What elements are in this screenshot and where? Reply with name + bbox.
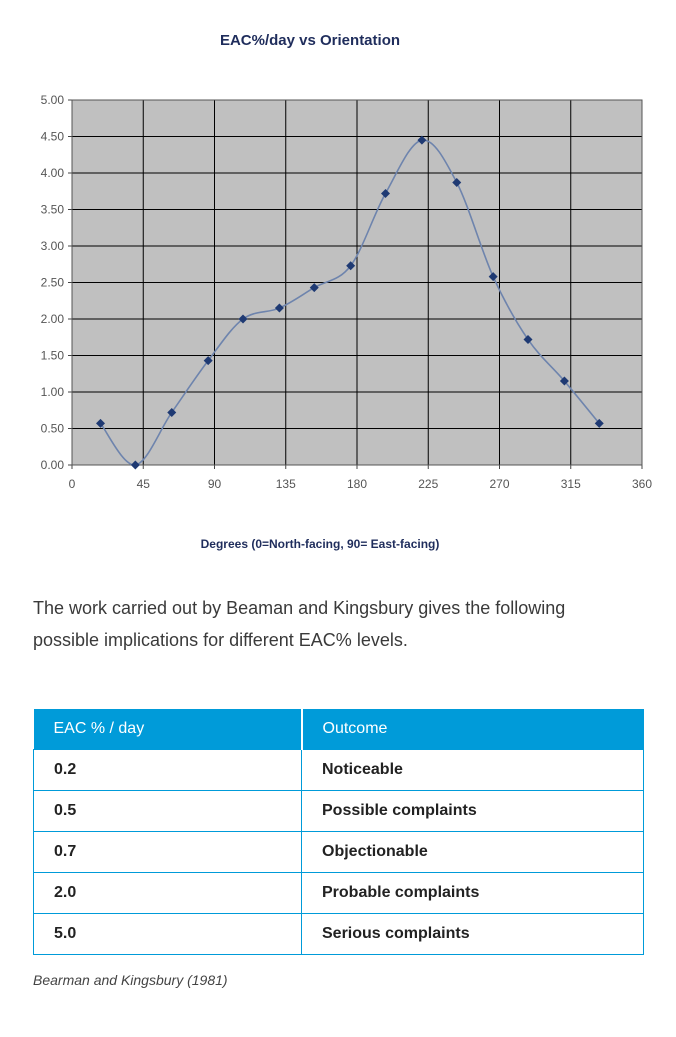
plot-border (71, 99, 643, 466)
data-point-marker (417, 135, 427, 145)
series-markers (96, 135, 604, 470)
x-tick-label: 360 (632, 477, 652, 491)
header-eac: EAC % / day (33, 709, 303, 750)
data-point-marker (167, 407, 177, 417)
eac-value: 5.0 (33, 913, 302, 955)
y-tick-label: 5.00 (41, 93, 65, 107)
x-tick-label: 135 (276, 477, 296, 491)
data-point-marker (346, 261, 356, 271)
data-point-marker (594, 418, 604, 428)
y-tick-label: 4.00 (41, 166, 65, 180)
x-tick-label: 315 (561, 477, 581, 491)
data-point-marker (309, 283, 319, 293)
header-outcome: Outcome (301, 709, 644, 750)
x-tick-label: 180 (347, 477, 367, 491)
chart-title: EAC%/day vs Orientation (220, 32, 400, 49)
outcome-value: Possible complaints (301, 790, 644, 832)
eac-value: 0.5 (33, 790, 302, 832)
outcome-value: Objectionable (301, 831, 644, 873)
data-point-marker (452, 177, 462, 187)
y-tick-label: 3.00 (41, 239, 65, 253)
eac-value: 0.2 (33, 749, 302, 791)
data-point-marker (96, 418, 105, 428)
data-point-marker (130, 460, 140, 470)
source-citation: Bearman and Kingsbury (1981) (33, 972, 228, 988)
table-row: 2.0 Probable complaints (33, 872, 644, 914)
y-tick-label: 0.00 (41, 458, 65, 472)
eac-outcome-table: EAC % / day Outcome 0.2 Noticeable 0.5 P… (33, 709, 644, 955)
y-tick-label: 1.00 (41, 385, 65, 399)
y-tick-label: 4.50 (41, 130, 65, 144)
y-tick-label: 3.50 (41, 203, 65, 217)
x-tick-label: 0 (69, 477, 76, 491)
data-point-marker (523, 334, 533, 344)
x-tick-label: 225 (418, 477, 438, 491)
x-axis-label: Degrees (0=North-facing, 90= East-facing… (201, 537, 440, 551)
data-point-marker (274, 303, 284, 313)
table-row: 5.0 Serious complaints (33, 913, 644, 955)
eac-chart: EAC%/day vs Orientation 0.00 0.50 1.00 1.50… (41, 32, 653, 551)
axes (68, 99, 643, 469)
y-tick-label: 0.50 (41, 422, 65, 436)
x-tick-label: 90 (208, 477, 222, 491)
data-point-marker (381, 188, 390, 198)
table-row: 0.5 Possible complaints (33, 790, 644, 832)
eac-value: 0.7 (33, 831, 302, 873)
outcome-value: Noticeable (301, 749, 644, 791)
table-row: 0.7 Objectionable (33, 831, 644, 873)
data-point-marker (559, 376, 569, 386)
data-point-marker (488, 272, 498, 282)
data-point-marker (238, 314, 248, 324)
series-line (99, 139, 600, 466)
x-tick-label: 270 (489, 477, 509, 491)
tick-labels: 0.00 0.50 1.00 1.50 2.00 2.50 3.00 3.50 4.00 4.50… (41, 93, 653, 491)
outcome-value: Serious complaints (301, 913, 644, 955)
table-row: 0.2 Noticeable (33, 749, 644, 791)
intro-paragraph: The work carried out by Beaman and Kings… (33, 598, 566, 650)
outcome-value: Probable complaints (301, 872, 644, 914)
x-tick-label: 45 (137, 477, 151, 491)
y-tick-label: 1.50 (41, 349, 65, 363)
table-header-row: EAC % / day Outcome (33, 709, 644, 750)
y-tick-label: 2.50 (41, 276, 65, 290)
y-tick-label: 2.00 (41, 312, 65, 326)
eac-value: 2.0 (33, 872, 302, 914)
data-point-marker (203, 356, 213, 366)
